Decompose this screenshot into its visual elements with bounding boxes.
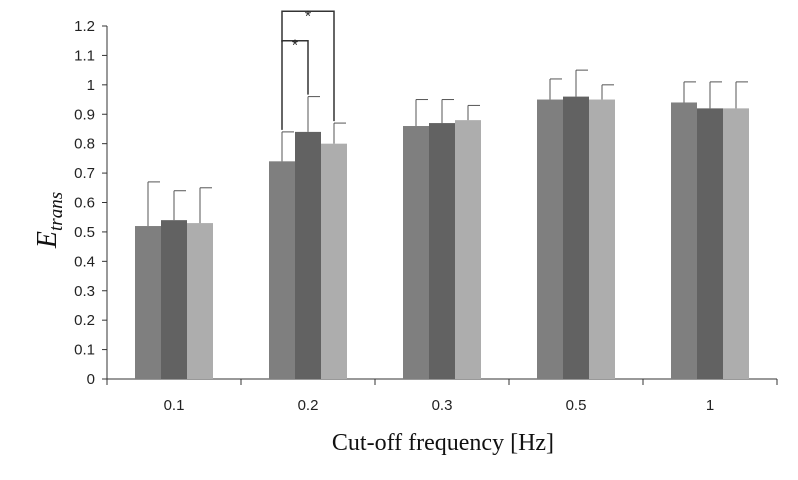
x-tick-label: 0.3 [432,397,453,414]
bars [135,96,749,380]
y-axis-title-main: E [32,231,63,249]
bar [429,123,455,379]
y-tick-label: 0.1 [74,342,95,359]
y-tick-label: 0.8 [74,136,95,153]
x-tick-label: 1 [706,397,714,414]
significance-star: * [305,8,311,25]
bar [697,108,723,379]
bar [671,102,697,379]
x-axis: 0.1 0.2 0.3 0.5 1 [106,378,778,414]
y-tick-label: 0 [87,371,95,388]
error-bars [147,69,748,227]
bar [455,120,481,379]
significance-bracket [281,39,309,95]
x-tick-label: 0.1 [164,397,185,414]
bar [321,143,347,379]
bar [161,220,187,379]
y-axis-title: Etrans [32,192,67,249]
bar [269,161,295,379]
significance-annotations: ** [281,8,335,130]
y-tick-label: 0.7 [74,165,95,182]
x-tick-label: 0.2 [298,397,319,414]
y-tick-label: 0.4 [74,253,95,270]
bar [187,223,213,379]
bar [563,96,589,379]
y-axis: 0 0.1 0.2 0.3 0.4 0.5 0.6 0.7 0.8 0.9 1 1.1 1.2 [74,18,108,388]
y-tick-label: 0.3 [74,283,95,300]
y-tick-label: 1.2 [74,18,95,35]
significance-bracket [281,10,335,130]
x-tick-label: 0.5 [566,397,587,414]
bar [537,99,563,380]
bar [403,126,429,380]
bar [135,226,161,379]
bar [723,108,749,379]
bar [295,131,321,379]
y-tick-label: 0.5 [74,224,95,241]
y-tick-label: 0.9 [74,106,95,123]
y-tick-label: 1.1 [74,47,95,64]
bar [589,99,615,380]
y-tick-label: 1 [87,77,95,94]
x-axis-title: Cut-off frequency [Hz] [332,430,554,456]
y-tick-label: 0.2 [74,312,95,329]
significance-star: * [292,38,298,55]
y-axis-title-sub: trans [46,192,67,231]
y-tick-label: 0.6 [74,195,95,212]
